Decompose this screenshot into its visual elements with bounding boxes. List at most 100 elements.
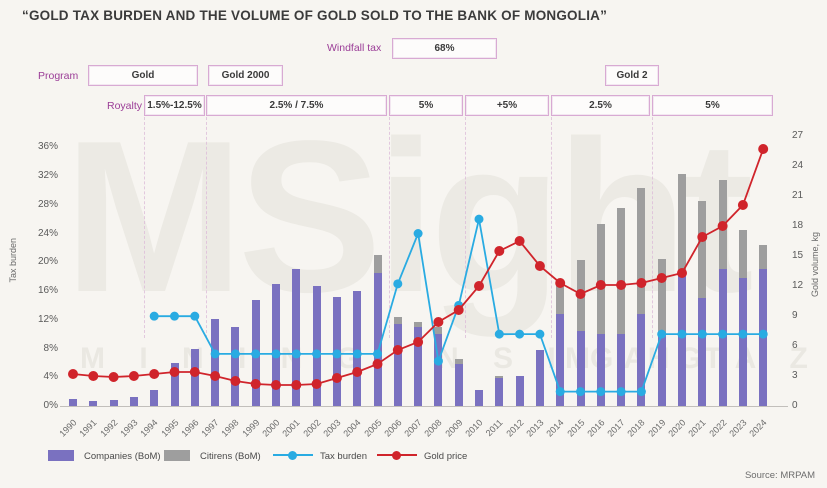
right-tick-21: 21 bbox=[792, 190, 804, 201]
left-tick-8%: 8% bbox=[43, 342, 58, 354]
tax-burden-point bbox=[677, 329, 687, 339]
bar-companies-2023 bbox=[738, 278, 747, 406]
tax-burden-point bbox=[535, 329, 545, 339]
gold-price-point bbox=[474, 281, 484, 291]
tax-burden-point bbox=[576, 387, 585, 397]
bar-companies-1990 bbox=[69, 399, 77, 406]
period-divider bbox=[206, 117, 207, 338]
period-divider bbox=[551, 117, 552, 338]
royalty-box-5: +5% bbox=[465, 95, 549, 116]
windfall-tax-value-box: 68% bbox=[392, 38, 497, 59]
left-tick-24%: 24% bbox=[37, 227, 58, 239]
bar-companies-2004 bbox=[353, 291, 362, 406]
royalty-box-15125: 1.5%-12.5% bbox=[144, 95, 205, 116]
bar-companies-2005 bbox=[373, 273, 382, 406]
bar-companies-2016 bbox=[596, 334, 605, 406]
bar-companies-2020 bbox=[678, 274, 686, 406]
period-divider bbox=[144, 117, 145, 338]
tax-burden-point bbox=[170, 311, 179, 321]
bar-companies-2000 bbox=[272, 284, 280, 406]
right-tick-3: 3 bbox=[792, 370, 798, 381]
bar-companies-2007 bbox=[414, 327, 423, 406]
program-label: Program bbox=[38, 70, 79, 82]
gold-price-point bbox=[108, 372, 119, 382]
legend-item-tax-burden-dot bbox=[288, 451, 297, 460]
gold-price-point bbox=[311, 379, 322, 389]
gold-price-point bbox=[128, 371, 139, 381]
left-tick-36%: 36% bbox=[37, 141, 58, 153]
chart-title: “GOLD TAX BURDEN AND THE VOLUME OF GOLD … bbox=[22, 8, 608, 23]
program-box-gold2000: Gold 2000 bbox=[208, 65, 283, 86]
gold-price-point bbox=[494, 246, 505, 256]
bar-citirens-2018 bbox=[637, 188, 646, 406]
gold-price-point bbox=[250, 379, 261, 389]
gold-price-point bbox=[677, 268, 687, 278]
gold-price-point bbox=[169, 367, 180, 377]
tax-burden-point bbox=[230, 349, 240, 359]
tax-burden-point bbox=[190, 311, 200, 321]
tax-burden-point bbox=[210, 349, 220, 359]
tax-burden-point bbox=[352, 349, 362, 359]
tax-burden-point bbox=[291, 349, 301, 359]
tax-burden-point bbox=[515, 329, 525, 339]
gold-price-point bbox=[453, 305, 464, 315]
bar-companies-1993 bbox=[129, 397, 138, 406]
gold-price-point bbox=[189, 367, 200, 377]
bar-companies-1995 bbox=[170, 363, 179, 406]
bar-companies-2002 bbox=[312, 286, 321, 406]
tax-burden-point bbox=[312, 349, 322, 359]
source-note: Source: MRPAM bbox=[744, 470, 815, 481]
tax-burden-point bbox=[474, 214, 484, 224]
royalty-box-25: 2.5% bbox=[551, 95, 650, 116]
tax-burden-point bbox=[697, 329, 707, 339]
bar-companies-2018 bbox=[637, 314, 646, 406]
bar-companies-2013 bbox=[535, 350, 544, 406]
x-axis-line bbox=[60, 406, 788, 407]
gold-price-point bbox=[392, 345, 403, 355]
gold-price-point bbox=[575, 289, 586, 299]
gold-price-point bbox=[68, 369, 78, 379]
gold-price-point bbox=[291, 380, 302, 390]
tax-burden-point bbox=[738, 329, 748, 339]
bar-citirens-2016 bbox=[596, 224, 605, 406]
royalty-box-5: 5% bbox=[389, 95, 463, 116]
left-tick-12%: 12% bbox=[37, 313, 58, 325]
gold-price-point bbox=[555, 278, 566, 288]
left-tick-4%: 4% bbox=[43, 371, 58, 383]
gold-price-point bbox=[372, 359, 383, 369]
bar-citirens-2017 bbox=[617, 208, 626, 406]
tax-burden-point bbox=[494, 329, 504, 339]
gold-price-point bbox=[433, 317, 444, 327]
gold-price-point bbox=[737, 200, 748, 210]
tax-burden-point bbox=[373, 349, 382, 359]
period-divider bbox=[652, 117, 653, 338]
tax-burden-point bbox=[433, 356, 443, 366]
bar-companies-2017 bbox=[617, 334, 626, 406]
gold-price-point bbox=[230, 376, 241, 386]
bar-companies-2006 bbox=[393, 324, 402, 406]
bar-companies-1994 bbox=[150, 390, 159, 406]
bar-companies-1996 bbox=[190, 349, 199, 406]
program-box-gold2: Gold 2 bbox=[605, 65, 659, 86]
right-tick-18: 18 bbox=[792, 220, 804, 231]
windfall-tax-label: Windfall tax bbox=[327, 42, 382, 54]
program-box-gold: Gold bbox=[88, 65, 198, 86]
gold-price-point bbox=[331, 373, 342, 383]
bar-companies-2009 bbox=[454, 364, 463, 406]
bar-companies-2008 bbox=[434, 334, 443, 406]
tax-burden-point bbox=[636, 387, 646, 397]
right-tick-24: 24 bbox=[792, 160, 804, 171]
right-axis-title: Gold volume, kg bbox=[810, 232, 820, 298]
tax-burden-point bbox=[555, 387, 565, 397]
royalty-box-5: 5% bbox=[652, 95, 773, 116]
right-tick-6: 6 bbox=[792, 340, 798, 351]
legend-item-citirens-bom--swatch bbox=[164, 450, 190, 461]
windfall-tax-value: 68% bbox=[434, 43, 455, 54]
gold-price-point bbox=[210, 371, 221, 381]
tax-burden-point bbox=[596, 387, 606, 397]
bar-companies-2011 bbox=[495, 378, 504, 406]
bar-companies-1997 bbox=[211, 319, 220, 406]
royalty-box-2575: 2.5% / 7.5% bbox=[206, 95, 387, 116]
left-tick-0%: 0% bbox=[43, 400, 58, 411]
